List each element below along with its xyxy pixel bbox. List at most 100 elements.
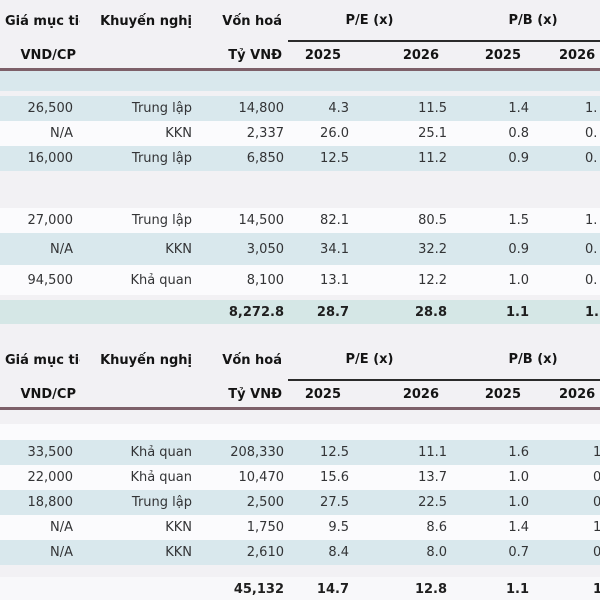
- pb-2025-cell: 1.0: [451, 465, 534, 490]
- pb-2026-cell: 0.: [533, 146, 600, 171]
- recommendation-cell: Khả quan: [80, 440, 200, 465]
- valuation-table-2: Giá mục tiêu Khuyến nghị Vốn hoá P/E (x)…: [0, 339, 600, 600]
- year-pb-2025: 2025: [451, 42, 534, 71]
- pb-2025-total-cell: 1.1: [451, 300, 534, 324]
- year-pb-2026: 2026: [533, 381, 600, 410]
- pe-2025-cell: 27.5: [288, 490, 353, 515]
- empty-row: [0, 565, 600, 577]
- market-cap-cell: 6,850: [200, 146, 288, 171]
- target-price-cell: 16,000: [0, 146, 80, 171]
- pb-2026-total-cell: 1: [533, 577, 600, 600]
- valuation-table-1: Giá mục tiêu Khuyến nghị Vốn hoá P/E (x)…: [0, 0, 600, 324]
- unit-market-cap: Tỷ VNĐ: [200, 381, 288, 410]
- year-pe-2026: 2026: [353, 42, 452, 71]
- pe-2025-cell: 13.1: [288, 265, 353, 295]
- col-header-recommendation: Khuyến nghị: [100, 352, 192, 368]
- pb-2026-cell: 0.: [533, 233, 600, 265]
- col-header-target-price: Giá mục tiêu: [5, 352, 80, 368]
- total-row: 8,272.8 28.7 28.8 1.1 1.: [0, 300, 600, 324]
- market-cap-cell: 1,750: [200, 515, 288, 540]
- table-subheader-row: VND/CP Tỷ VNĐ 2025 2026 2025 2026: [0, 381, 600, 410]
- pb-2026-cell: 1.: [533, 208, 600, 233]
- pe-2025-cell: 34.1: [288, 233, 353, 265]
- pb-2026-cell: 0: [533, 490, 600, 515]
- pb-2025-cell: 1.4: [451, 96, 534, 121]
- target-price-cell: N/A: [0, 233, 80, 265]
- table-row: 22,000 Khả quan 10,470 15.6 13.7 1.0 0: [0, 465, 600, 490]
- pb-2025-cell: 1.4: [451, 515, 534, 540]
- target-price-cell: 94,500: [0, 265, 80, 295]
- pe-2025-cell: 9.5: [288, 515, 353, 540]
- pb-2026-cell: 0.: [533, 121, 600, 146]
- target-price-cell: 18,800: [0, 490, 80, 515]
- total-row: 45,132 14.7 12.8 1.1 1: [0, 577, 600, 600]
- year-pe-2025: 2025: [288, 42, 353, 71]
- pe-2025-cell: 26.0: [288, 121, 353, 146]
- unit-empty: [80, 42, 200, 71]
- table-separator: [0, 324, 600, 339]
- unit-price: VND/CP: [0, 42, 80, 71]
- pe-2026-cell: 80.5: [353, 208, 452, 233]
- table-row: 16,000 Trung lập 6,850 12.5 11.2 0.9 0.: [0, 146, 600, 171]
- pe-2025-cell: 15.6: [288, 465, 353, 490]
- col-header-market-cap: Vốn hoá: [222, 352, 282, 368]
- col-header-pe-group: P/E (x): [288, 0, 452, 42]
- empty-row: [0, 171, 600, 196]
- target-price-cell: N/A: [0, 121, 80, 146]
- pe-2026-cell: 11.2: [353, 146, 452, 171]
- table-subheader-row: VND/CP Tỷ VNĐ 2025 2026 2025 2026: [0, 42, 600, 71]
- target-price-cell: 27,000: [0, 208, 80, 233]
- pe-2026-cell: 32.2: [353, 233, 452, 265]
- table-row: N/A KKN 2,610 8.4 8.0 0.7 0: [0, 540, 600, 565]
- empty-row: [0, 71, 600, 91]
- market-cap-total-cell: 45,132: [200, 577, 288, 600]
- table-row: 33,500 Khả quan 208,330 12.5 11.1 1.6 1: [0, 440, 600, 465]
- pe-2026-cell: 11.1: [353, 440, 452, 465]
- unit-market-cap: Tỷ VNĐ: [200, 42, 288, 71]
- pe-2026-cell: 8.0: [353, 540, 452, 565]
- market-cap-cell: 2,500: [200, 490, 288, 515]
- recommendation-cell: KKN: [80, 233, 200, 265]
- recommendation-cell: Trung lập: [80, 490, 200, 515]
- pe-2025-cell: 4.3: [288, 96, 353, 121]
- pe-2025-cell: 82.1: [288, 208, 353, 233]
- recommendation-cell: [80, 300, 200, 324]
- market-cap-cell: 3,050: [200, 233, 288, 265]
- year-pb-2026: 2026: [533, 42, 600, 71]
- market-cap-cell: 208,330: [200, 440, 288, 465]
- table-header-row: Giá mục tiêu Khuyến nghị Vốn hoá P/E (x)…: [0, 339, 600, 381]
- pe-2026-cell: 11.5: [353, 96, 452, 121]
- table-row: 18,800 Trung lập 2,500 27.5 22.5 1.0 0: [0, 490, 600, 515]
- table-header-row: Giá mục tiêu Khuyến nghị Vốn hoá P/E (x)…: [0, 0, 600, 42]
- pb-2026-total-cell: 1.: [533, 300, 600, 324]
- market-cap-cell: 8,100: [200, 265, 288, 295]
- pe-2025-total-cell: 28.7: [288, 300, 353, 324]
- table-row: N/A KKN 1,750 9.5 8.6 1.4 1: [0, 515, 600, 540]
- table-row: 27,000 Trung lập 14,500 82.1 80.5 1.5 1.: [0, 208, 600, 233]
- market-cap-cell: 10,470: [200, 465, 288, 490]
- pe-2026-cell: 12.2: [353, 265, 452, 295]
- empty-row: [0, 424, 600, 440]
- pb-2025-cell: 1.5: [451, 208, 534, 233]
- pb-2026-cell: 0.: [533, 265, 600, 295]
- table-row: N/A KKN 2,337 26.0 25.1 0.8 0.: [0, 121, 600, 146]
- target-price-cell: [0, 300, 80, 324]
- market-cap-cell: 14,800: [200, 96, 288, 121]
- market-cap-total-cell: 8,272.8: [200, 300, 288, 324]
- pe-2026-total-cell: 28.8: [353, 300, 452, 324]
- target-price-cell: 33,500: [0, 440, 80, 465]
- pb-2025-cell: 1.0: [451, 265, 534, 295]
- empty-row: [0, 196, 600, 208]
- target-price-cell: N/A: [0, 540, 80, 565]
- pe-2026-cell: 25.1: [353, 121, 452, 146]
- pe-2025-cell: 8.4: [288, 540, 353, 565]
- market-cap-cell: 14,500: [200, 208, 288, 233]
- target-price-cell: 26,500: [0, 96, 80, 121]
- unit-empty: [80, 381, 200, 410]
- pb-2025-cell: 0.9: [451, 233, 534, 265]
- col-header-pb-group: P/B (x): [451, 339, 600, 381]
- year-pb-2025: 2025: [451, 381, 534, 410]
- pb-2026-cell: 1: [533, 440, 600, 465]
- empty-row: [0, 410, 600, 424]
- market-cap-cell: 2,610: [200, 540, 288, 565]
